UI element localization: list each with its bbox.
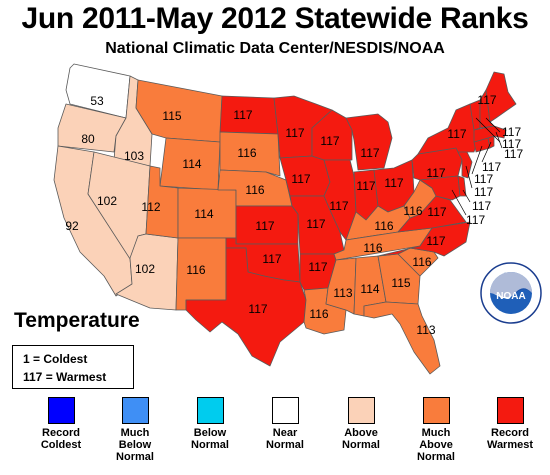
rank-label-tn: 116 <box>363 241 382 255</box>
state-mi <box>345 113 393 171</box>
map-subtitle: National Climatic Data Center/NESDIS/NOA… <box>105 40 445 57</box>
state-de <box>457 175 467 197</box>
state-sd <box>219 131 281 177</box>
rank-label-mi: 117 <box>360 146 379 160</box>
legend-swatch <box>121 397 149 424</box>
legend-item-above-normal: Above Normal <box>322 397 400 451</box>
rank-label-id: 103 <box>124 149 144 163</box>
leader-line-nj <box>465 165 473 189</box>
legend-swatch <box>271 397 299 424</box>
scale-coldest-text: 1 = Coldest <box>23 352 88 366</box>
legend-swatch <box>47 397 75 424</box>
rank-label-az: 102 <box>135 262 155 276</box>
rank-label-ia: 117 <box>291 172 310 186</box>
rank-label-ct: 117 <box>474 172 493 186</box>
rank-label-mo: 117 <box>306 217 325 231</box>
rank-label-ky: 116 <box>374 219 393 233</box>
rank-label-mn: 117 <box>285 126 304 140</box>
rank-label-wa: 53 <box>90 94 104 108</box>
legend-swatch <box>347 397 375 424</box>
rank-label-fl: 113 <box>416 323 435 337</box>
rank-label-nj: 117 <box>474 185 493 199</box>
rank-label-il: 117 <box>329 199 348 213</box>
rank-label-sc: 116 <box>412 255 431 269</box>
leader-line-ri <box>481 141 492 163</box>
rank-label-me: 117 <box>477 93 496 107</box>
rank-label-nh: 117 <box>502 125 521 139</box>
rank-label-ar: 117 <box>308 260 327 274</box>
legend-swatch <box>422 397 450 424</box>
leader-line-ct <box>471 145 483 175</box>
legend-label: Below Normal <box>191 427 229 451</box>
rank-label-ny: 117 <box>447 127 466 141</box>
rank-label-co: 114 <box>194 207 213 221</box>
scale-warmest-text: 117 = Warmest <box>23 370 107 384</box>
legend-label: Much Below Normal <box>116 427 154 463</box>
rank-label-pa: 117 <box>426 166 445 180</box>
legend-item-near-normal: Near Normal <box>246 397 324 451</box>
states-layer <box>53 63 517 375</box>
rank-label-ks: 117 <box>255 219 274 233</box>
rank-label-nm: 116 <box>186 263 205 277</box>
leader-line-de <box>462 189 471 203</box>
rank-label-ut: 112 <box>141 200 160 214</box>
rank-label-ga: 115 <box>391 276 410 290</box>
state-fl <box>363 301 441 375</box>
rank-label-oh: 117 <box>384 176 403 190</box>
legend-label: Record Coldest <box>40 427 82 451</box>
rank-label-or: 80 <box>81 132 95 146</box>
map-title: Jun 2011-May 2012 Statewide Ranks <box>21 2 529 35</box>
rank-label-wi: 117 <box>320 134 339 148</box>
legend-label: Much Above Normal <box>417 427 455 463</box>
leader-line-ma <box>495 131 503 149</box>
rank-label-ok: 117 <box>262 252 281 266</box>
rank-label-al: 114 <box>360 282 379 296</box>
legend-item-record-coldest: Record Coldest <box>22 397 100 451</box>
legend-item-below-normal: Below Normal <box>171 397 249 451</box>
rank-label-tx: 117 <box>248 302 267 316</box>
rank-label-ne: 116 <box>245 183 264 197</box>
noaa-logo-icon: NOAA <box>480 262 542 324</box>
legend-label: Near Normal <box>266 427 304 451</box>
rank-label-in: 117 <box>356 179 375 193</box>
legend-title: Temperature <box>14 309 140 332</box>
rank-label-la: 116 <box>309 307 328 321</box>
rank-label-ca: 92 <box>65 219 79 233</box>
rank-label-wv: 116 <box>403 204 422 218</box>
rank-label-sd: 116 <box>237 146 256 160</box>
category-legend: Record Coldest Much Below Normal Below N… <box>0 397 550 475</box>
legend-swatch <box>196 397 224 424</box>
state-me <box>485 71 517 123</box>
state-il <box>323 159 357 241</box>
rank-label-de: 117 <box>472 199 491 213</box>
legend-item-much-below-normal: Much Below Normal <box>96 397 174 463</box>
rank-scale-box: 1 = Coldest 117 = Warmest <box>12 345 134 389</box>
rank-labels-layer: 53 80 92 103 102 102 115 114 112 114 116… <box>65 93 523 337</box>
noaa-logo-text: NOAA <box>496 291 525 302</box>
state-tx <box>185 247 307 367</box>
rank-label-md: 117 <box>466 213 485 227</box>
rank-label-ri: 117 <box>482 160 501 174</box>
legend-label: Above Normal <box>342 427 380 451</box>
rank-label-nd: 117 <box>233 108 252 122</box>
state-wi <box>311 109 353 161</box>
legend-item-record-warmest: Record Warmest <box>471 397 549 451</box>
leader-line-vt <box>475 117 501 143</box>
rank-label-nv: 102 <box>97 194 117 208</box>
legend-item-much-above-normal: Much Above Normal <box>397 397 475 463</box>
rank-label-ma: 117 <box>504 147 523 161</box>
leader-line-nh <box>485 117 501 133</box>
legend-swatch <box>496 397 524 424</box>
rank-label-va: 117 <box>427 205 446 219</box>
rank-label-wy: 114 <box>182 157 201 171</box>
leader-line-md <box>451 189 467 216</box>
legend-label: Record Warmest <box>486 427 534 451</box>
rank-label-nc: 117 <box>426 234 445 248</box>
rank-label-ms: 113 <box>333 286 352 300</box>
rank-label-vt: 117 <box>502 137 521 151</box>
rank-label-mt: 115 <box>162 109 181 123</box>
